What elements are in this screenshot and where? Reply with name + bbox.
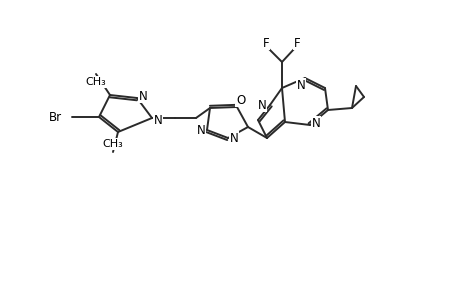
Text: N: N — [196, 124, 205, 136]
Text: N: N — [311, 116, 319, 130]
Text: CH₃: CH₃ — [85, 77, 106, 87]
Text: O: O — [236, 94, 245, 106]
Text: N: N — [257, 98, 266, 112]
Text: N: N — [229, 131, 238, 145]
Text: N: N — [153, 113, 162, 127]
Text: N: N — [296, 79, 305, 92]
Text: CH₃: CH₃ — [102, 139, 123, 149]
Text: F: F — [262, 37, 269, 50]
Text: Br: Br — [49, 110, 62, 124]
Text: F: F — [293, 37, 300, 50]
Text: N: N — [138, 89, 147, 103]
